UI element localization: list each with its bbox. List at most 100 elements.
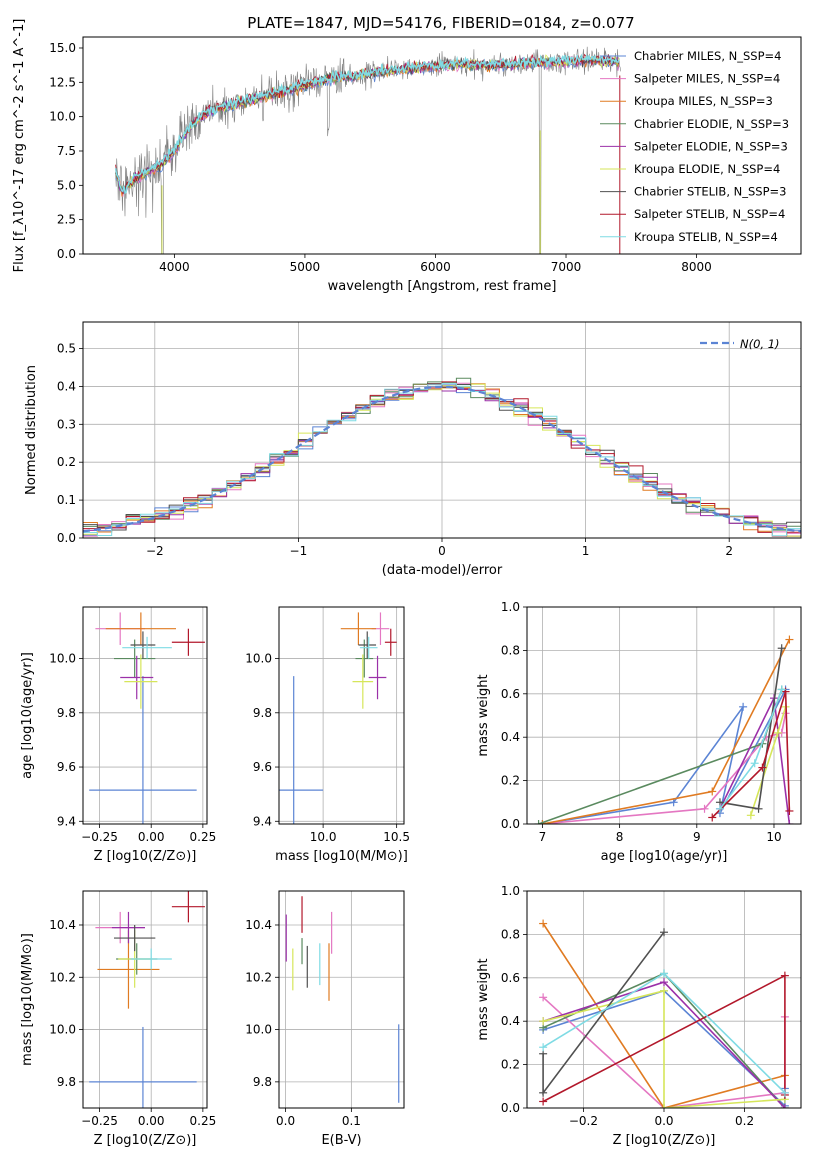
weight-marker bbox=[780, 1088, 789, 1097]
y-tick-label: 0.6 bbox=[501, 971, 520, 985]
weight-marker bbox=[660, 928, 668, 937]
plot-residuals: −2 −1 0 1 2 0.0 0.1 0.2 0.3 0.4 0.5 (data-model)/er… bbox=[24, 321, 802, 578]
y-tick-label: 7.5 bbox=[57, 144, 76, 158]
weight-marker bbox=[715, 804, 724, 813]
y-tick-label: 5.0 bbox=[57, 178, 76, 192]
x-tick-label: 9 bbox=[693, 830, 701, 844]
x-tick-label: 0.2 bbox=[735, 1114, 754, 1128]
y-tick-label: 10.0 bbox=[49, 652, 76, 666]
errorbar-point bbox=[279, 676, 324, 824]
legend-label: Chabrier STELIB, N_SSP=3 bbox=[634, 185, 786, 199]
x-tick-label: 10 bbox=[766, 830, 781, 844]
errorbar-point bbox=[171, 891, 205, 923]
y-tick-label: 10.0 bbox=[49, 110, 76, 124]
x-tick-label: −0.25 bbox=[81, 1114, 118, 1128]
y-tick-label: 1.0 bbox=[501, 600, 520, 614]
x-tick-label: 7 bbox=[539, 830, 547, 844]
y-tick-label: 9.4 bbox=[57, 814, 76, 828]
x-tick-label: 6000 bbox=[420, 260, 451, 274]
x-tick-label: 0.1 bbox=[342, 1114, 361, 1128]
legend-label: Kroupa ELODIE, N_SSP=4 bbox=[634, 162, 780, 176]
y-tick-label: 0.4 bbox=[57, 379, 76, 393]
y-tick-label: 0.0 bbox=[57, 247, 76, 261]
plot-area bbox=[534, 635, 794, 824]
x-axis-label: mass [log10(M/M⊙)] bbox=[275, 849, 408, 864]
weight-marker bbox=[660, 978, 668, 987]
weight-marker bbox=[746, 811, 755, 820]
plot-area bbox=[279, 612, 397, 824]
normal-curve bbox=[83, 385, 801, 533]
x-tick-label: −1 bbox=[290, 544, 308, 558]
weight-marker bbox=[539, 1017, 548, 1026]
errorbar-point bbox=[340, 612, 377, 645]
plot-area bbox=[285, 896, 400, 1103]
legend-label: N(0, 1) bbox=[740, 337, 780, 351]
spectrum-legend: Chabrier MILES, N_SSP=4 Salpeter MILES, N… bbox=[600, 49, 789, 244]
errorbar-point bbox=[114, 924, 156, 952]
x-tick-label: 10.0 bbox=[310, 830, 337, 844]
axes-frame bbox=[278, 606, 405, 825]
x-tick-label: 0.00 bbox=[138, 1114, 165, 1128]
x-tick-label: 0.00 bbox=[138, 830, 165, 844]
figure-title: PLATE=1847, MJD=54176, FIBERID=0184, z=0… bbox=[247, 14, 634, 32]
weight-marker bbox=[773, 728, 782, 737]
y-tick-label: 0.0 bbox=[57, 531, 76, 545]
weight-marker bbox=[539, 919, 548, 928]
errorbar-point bbox=[355, 639, 374, 678]
x-axis-label: (data-model)/error bbox=[382, 563, 503, 578]
y-tick-label: 15.0 bbox=[49, 41, 76, 55]
errorbar-point bbox=[124, 654, 158, 709]
y-tick-label: 12.5 bbox=[49, 75, 76, 89]
x-tick-label: 1 bbox=[582, 544, 590, 558]
weight-marker bbox=[777, 644, 786, 653]
weight-marker bbox=[780, 1104, 789, 1108]
y-tick-label: 0.2 bbox=[57, 455, 76, 469]
y-axis-label: age [log10(age/yr)] bbox=[20, 652, 35, 779]
y-tick-label: 0.4 bbox=[501, 1014, 520, 1028]
y-tick-label: 0.2 bbox=[501, 1058, 520, 1072]
y-tick-label: 1.0 bbox=[501, 884, 520, 898]
y-tick-label: 0.8 bbox=[501, 927, 520, 941]
plot-area bbox=[89, 891, 205, 1108]
y-tick-label: 9.6 bbox=[253, 760, 272, 774]
y-tick-label: 10.2 bbox=[49, 970, 76, 984]
weight-marker bbox=[700, 804, 709, 813]
x-tick-label: 5000 bbox=[290, 260, 321, 274]
y-tick-label: 9.6 bbox=[57, 760, 76, 774]
y-tick-label: 0.4 bbox=[501, 730, 520, 744]
y-axis-label: Flux [f_λ10^-17 erg cm^-2 s^-1 A^-1] bbox=[12, 19, 27, 273]
errorbar-point bbox=[171, 628, 205, 656]
x-tick-label: −0.25 bbox=[81, 830, 118, 844]
weight-line bbox=[542, 639, 791, 824]
plot-area bbox=[83, 377, 801, 537]
axes-frame bbox=[82, 321, 802, 539]
weight-marker bbox=[708, 787, 717, 796]
plot-weight_vs_Z: −0.2 0.0 0.2 0.0 0.2 0.4 0.6 0.8 1.0 Z [log10(Z/Z… bbox=[476, 884, 802, 1148]
plot-layer: 4000 5000 6000 7000 80000.02.55.07.510.012.5… bbox=[12, 19, 802, 1148]
weight-marker bbox=[660, 1104, 668, 1108]
x-tick-label: −2 bbox=[146, 544, 164, 558]
errorbar-point bbox=[130, 631, 156, 659]
y-tick-label: 2.5 bbox=[57, 213, 76, 227]
weight-marker bbox=[538, 820, 547, 824]
axes-frame bbox=[82, 606, 208, 825]
x-axis-label: E(B-V) bbox=[321, 1133, 361, 1148]
y-axis-label: mass weight bbox=[476, 674, 491, 756]
plot-age_vs_mass: 10.0 10.5 9.4 9.6 9.8 10.0 mass [log10(M/M⊙)] bbox=[245, 606, 410, 864]
weight-marker bbox=[708, 813, 717, 822]
axes-frame bbox=[526, 606, 802, 825]
y-tick-label: 0.8 bbox=[501, 643, 520, 657]
weight-line bbox=[542, 931, 665, 1096]
weight-marker bbox=[754, 804, 763, 813]
weight-marker bbox=[739, 702, 748, 711]
plot-mass_vs_ebv: 0.0 0.1 9.8 10.0 10.2 10.4 E(B-V) bbox=[245, 890, 405, 1148]
residual-legend: N(0, 1) bbox=[700, 337, 780, 351]
legend-label: Chabrier MILES, N_SSP=4 bbox=[634, 49, 781, 63]
legend-label: Kroupa STELIB, N_SSP=4 bbox=[634, 230, 778, 244]
y-tick-label: 9.8 bbox=[253, 706, 272, 720]
y-axis-label: mass [log10(M/M⊙)] bbox=[20, 933, 35, 1066]
y-tick-label: 0.0 bbox=[501, 1101, 520, 1115]
plot-spectrum: 4000 5000 6000 7000 8000 0.0 2.5 5.0 7.5 10.0 12.5… bbox=[12, 19, 802, 294]
axes-frame bbox=[82, 36, 802, 255]
